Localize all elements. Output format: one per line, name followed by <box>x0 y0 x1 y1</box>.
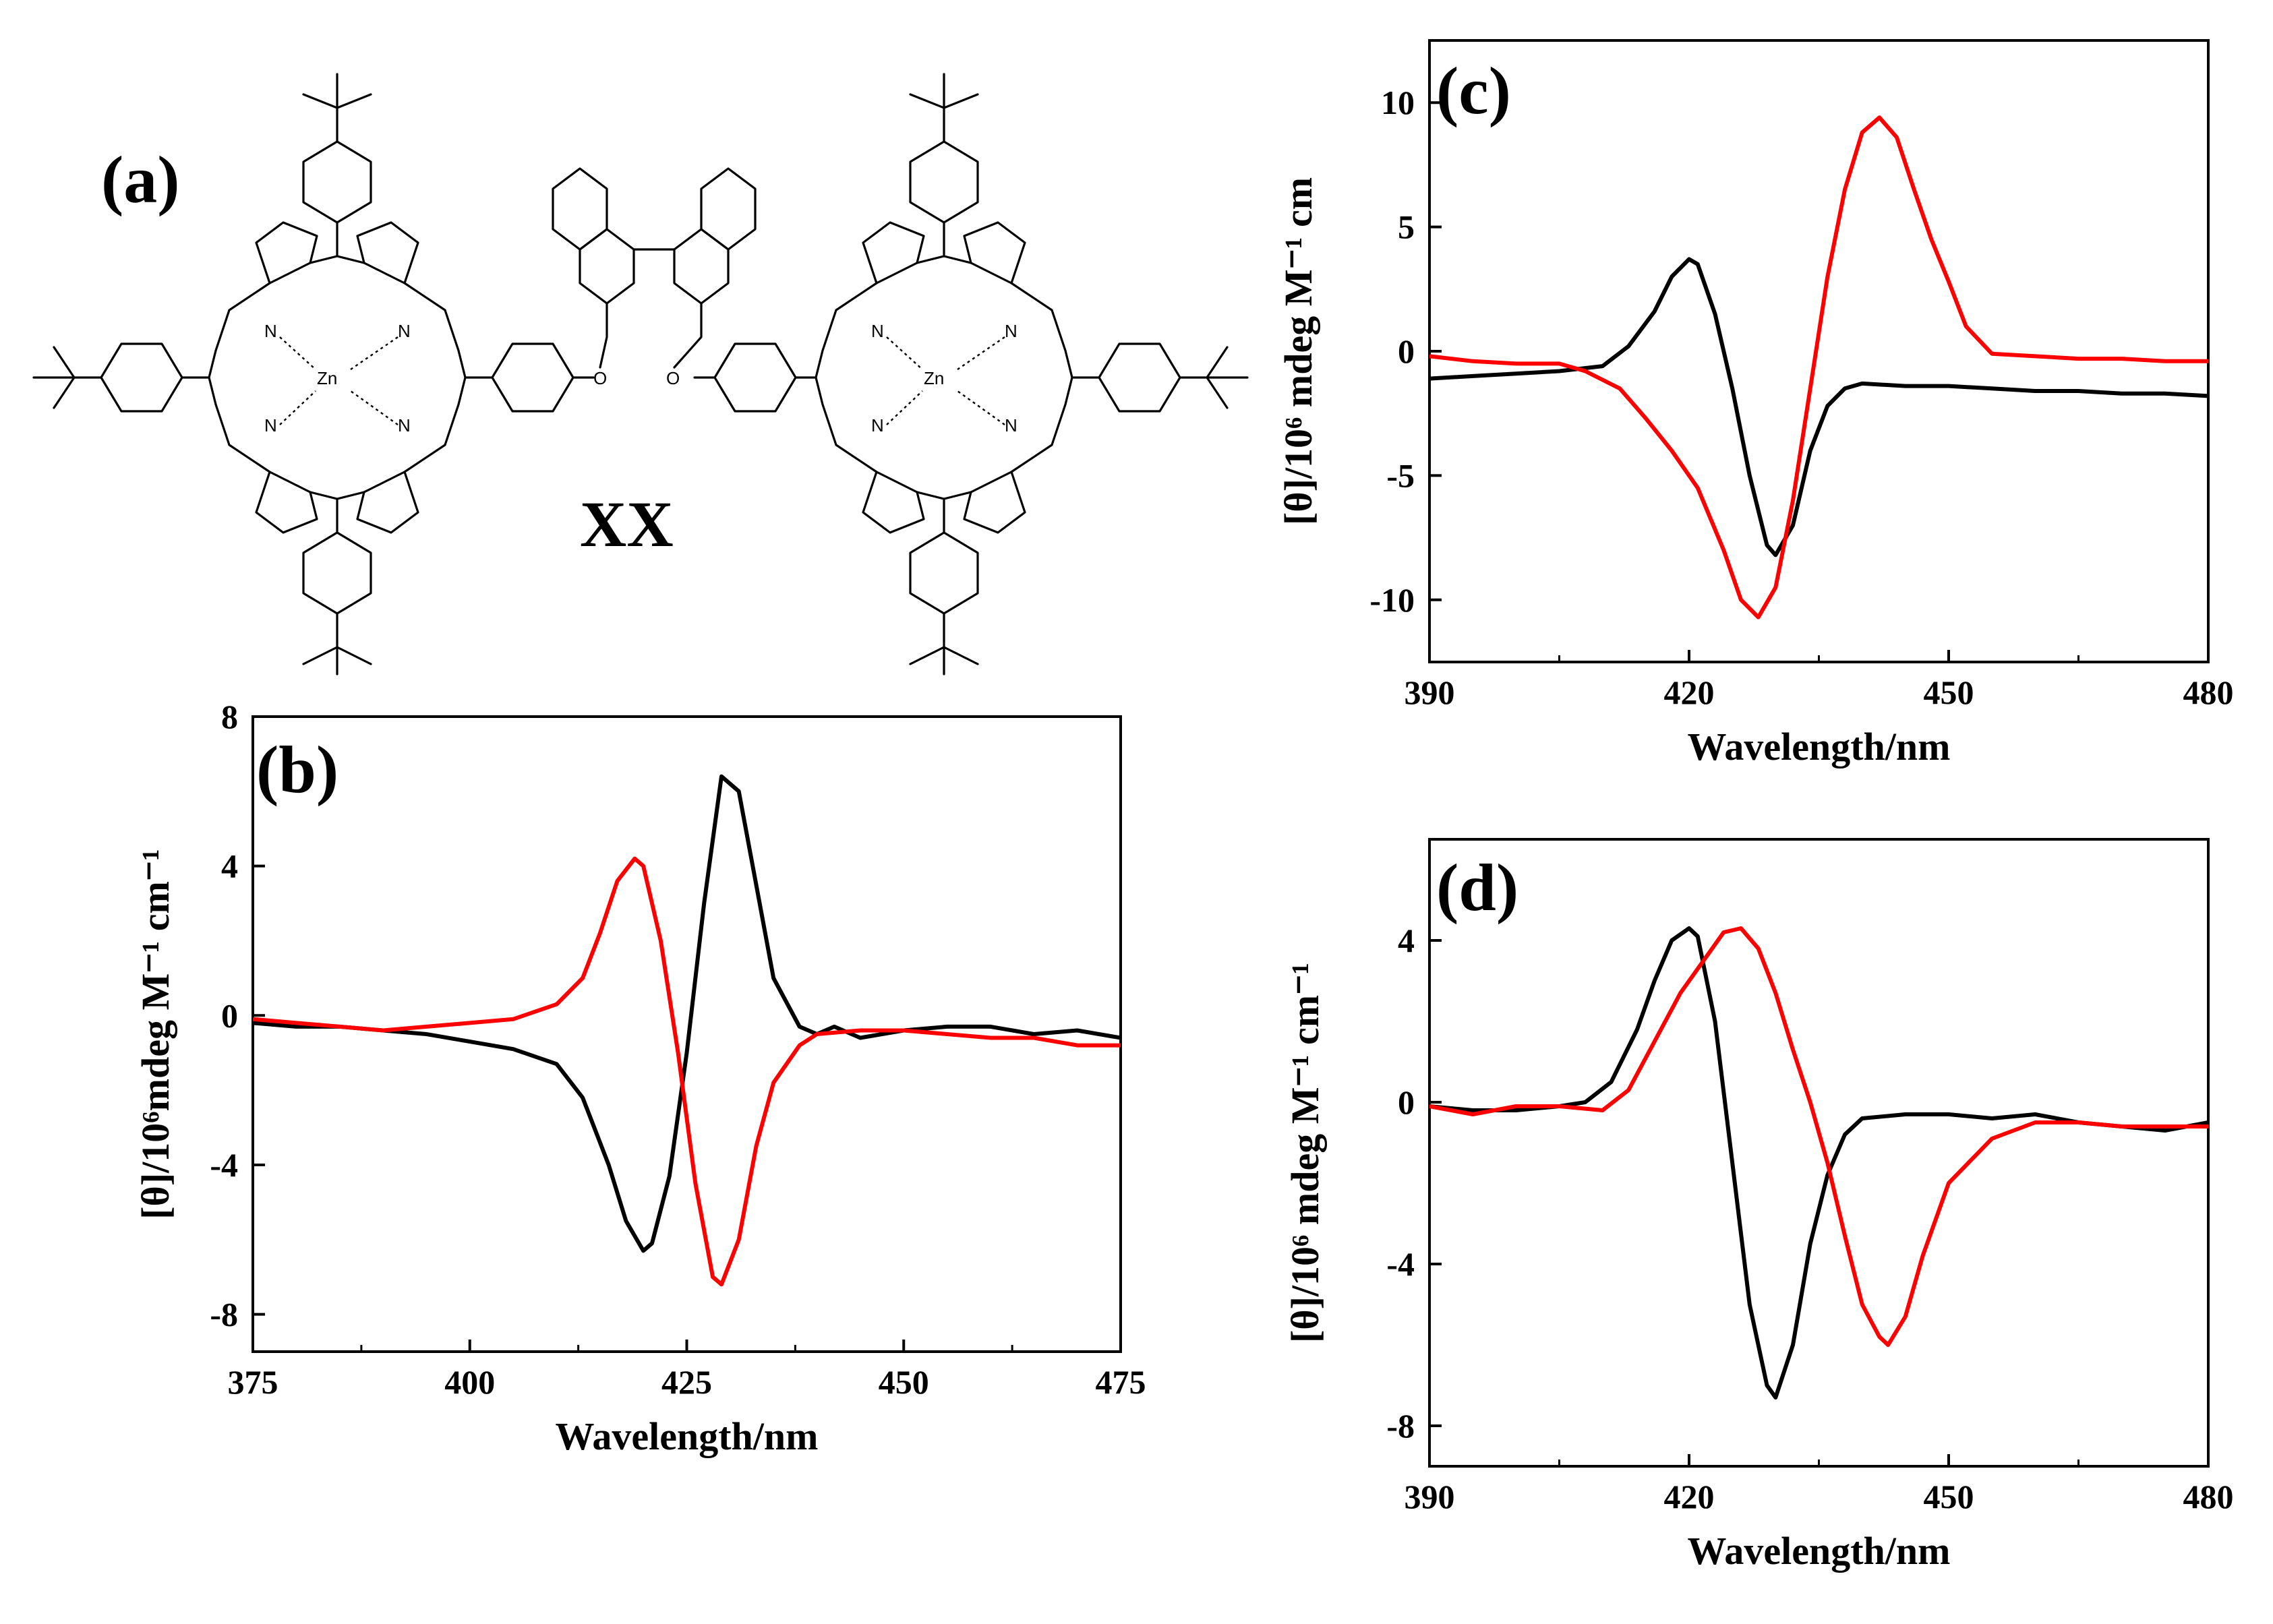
plot-frame <box>1428 838 2210 1468</box>
y-axis-title: [θ]/10⁶mdeg M⁻¹ cm⁻¹ <box>134 849 177 1220</box>
right-porphyrin: N N N N Zn <box>693 73 1249 675</box>
y-tick-label: -5 <box>1386 456 1415 494</box>
panel-label-a: (a) <box>101 142 180 217</box>
x-tick-label: 390 <box>1405 1478 1455 1515</box>
plot-frame <box>252 715 1122 1353</box>
y-tick-label: 4 <box>1398 922 1415 959</box>
binaphthyl-linker: O O <box>552 167 757 388</box>
chart-c: 390 420 450 480 10 5 0 -5 -10 Wavelength/nm [θ]/10… <box>1276 39 2234 769</box>
x-tick-label: 480 <box>2183 1478 2234 1515</box>
panel-label: (c) <box>1436 53 1511 128</box>
y-tick-label: -4 <box>210 1146 238 1184</box>
x-tick-label: 420 <box>1664 1478 1715 1515</box>
n-atom: N <box>264 321 277 341</box>
x-axis-title: Wavelength/nm <box>1688 1529 1951 1573</box>
y-tick-label: 8 <box>221 698 238 735</box>
y-tick-label: 0 <box>1398 332 1415 370</box>
x-tick-label: 375 <box>228 1363 278 1401</box>
n-atom: N <box>871 321 884 341</box>
series-line-1 <box>1429 257 2209 558</box>
o-atom: O <box>666 368 680 388</box>
n-atom: N <box>1005 321 1017 341</box>
x-tick-label: 425 <box>661 1363 712 1401</box>
left-porphyrin: N N N N Zn <box>32 73 595 675</box>
x-axis-title: Wavelength/nm <box>556 1414 819 1458</box>
y-tick-label: 5 <box>1398 208 1415 246</box>
chart-b: 375 400 425 450 475 8 4 0 -4 -8 Wavelength/nm [θ]/1… <box>134 698 1146 1458</box>
n-atom: N <box>398 415 411 435</box>
series-line-1 <box>1429 926 2209 1400</box>
plot-frame <box>1428 39 2210 663</box>
y-tick-label: 4 <box>221 847 238 885</box>
o-atom: O <box>593 368 607 388</box>
y-axis-title: [θ]/10⁶ mdeg M⁻¹ cm <box>1276 177 1320 525</box>
x-axis-title: Wavelength/nm <box>1688 725 1951 769</box>
x-tick-label: 450 <box>1924 673 1974 711</box>
x-tick-label: 450 <box>1924 1478 1974 1515</box>
n-atom: N <box>264 415 277 435</box>
n-atom: N <box>871 415 884 435</box>
series-line-1 <box>252 774 1121 1253</box>
series-line-2 <box>252 856 1121 1287</box>
y-axis-title: [θ]/10⁶ mdeg M⁻¹ cm⁻¹ <box>1283 963 1327 1343</box>
y-tick-label: -4 <box>1386 1245 1415 1283</box>
x-tick-label: 420 <box>1664 673 1715 711</box>
y-tick-label: 10 <box>1381 84 1415 121</box>
y-tick-label: 0 <box>1398 1083 1415 1121</box>
series-line-2 <box>1429 926 2208 1347</box>
zn-atom: Zn <box>924 368 944 388</box>
x-tick-label: 390 <box>1405 673 1455 711</box>
x-tick-label: 450 <box>879 1363 929 1401</box>
panel-label: (d) <box>1436 850 1518 925</box>
zn-atom: Zn <box>317 368 337 388</box>
chart-d: 390 420 450 480 4 0 -4 -8 Wavelength/nm [θ]/10⁶ m… <box>1283 838 2234 1573</box>
x-tick-label: 480 <box>2183 673 2234 711</box>
structure-panel: (a) XX N N N N Zn <box>32 73 1249 675</box>
n-atom: N <box>398 321 411 341</box>
n-atom: N <box>1005 415 1017 435</box>
y-tick-label: -10 <box>1369 581 1415 619</box>
panel-label: (b) <box>256 732 338 807</box>
y-tick-label: -8 <box>210 1296 238 1333</box>
y-tick-label: -8 <box>1386 1407 1415 1445</box>
y-tick-label: 0 <box>221 996 238 1034</box>
x-tick-label: 475 <box>1096 1363 1146 1401</box>
series-line-2 <box>1429 115 2208 620</box>
x-tick-label: 400 <box>444 1363 495 1401</box>
compound-label: XX <box>580 488 674 560</box>
